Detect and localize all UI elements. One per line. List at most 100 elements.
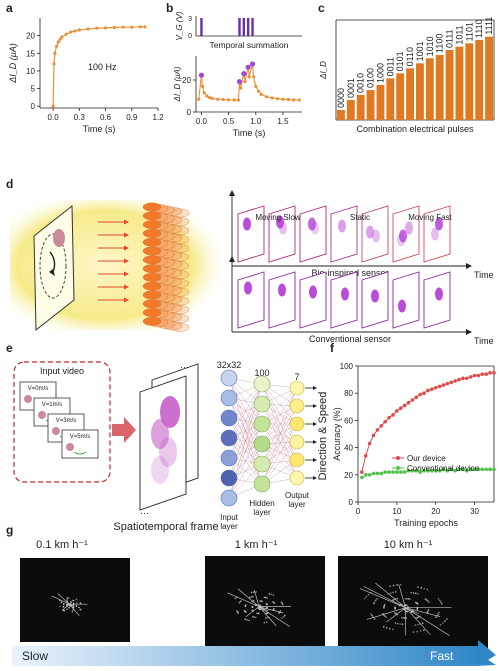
panel-g-event-pixel — [415, 602, 416, 603]
panel-e-output-neuron — [290, 435, 304, 449]
panel-f-data-point — [492, 371, 496, 375]
panel-g-event-pixel — [281, 601, 282, 602]
panel-f-data-point — [383, 470, 387, 474]
panel-c-bar-category-label: 1110 — [474, 19, 484, 38]
panel-f-data-point — [364, 473, 368, 477]
panel-f-data-point — [372, 434, 376, 438]
panel-f-legend-label: Our device — [407, 454, 446, 463]
panel-c-bar-category-label: 1100 — [435, 34, 445, 53]
panel-g-event-pixel — [76, 605, 77, 606]
panel-d-bio-object-blob — [372, 230, 380, 243]
panel-c-bar — [386, 78, 394, 120]
panel-g-event-pixel — [254, 616, 255, 617]
panel-d-bio-object-blob — [431, 228, 439, 241]
panel-d-sensor-pixel — [143, 229, 161, 237]
panel-d-conv-frame — [424, 272, 450, 328]
panel-e-input-neuron — [221, 390, 237, 406]
panel-a-data-point — [104, 26, 107, 29]
panel-d-bio-object-blob — [279, 222, 287, 235]
panel-f-ytick-label: 20 — [344, 471, 353, 480]
panel-d-conv-object-blob — [278, 284, 286, 297]
panel-g-event-pixel — [269, 593, 270, 594]
panel-a-data-point — [139, 25, 142, 28]
panel-f-data-point — [391, 470, 395, 474]
panel-f-legend-marker — [396, 456, 400, 460]
panel-g-event-pixel — [421, 587, 422, 588]
panel-g-event-pixel — [410, 592, 411, 593]
panel-a-data-point — [69, 31, 72, 34]
panel-d-conv-time-label: Time — [474, 336, 494, 346]
panel-g-event-pixel — [252, 596, 253, 597]
panel-e-hidden-size: 100 — [254, 368, 269, 378]
panel-g-event-pixel — [415, 624, 416, 625]
panel-g-event-pixel — [405, 598, 406, 599]
panel-g-event-pixel — [264, 622, 265, 623]
panel-f-xtick-label: 30 — [470, 507, 479, 516]
panel-g-event-pixel — [397, 623, 398, 624]
panel-b-top-ylabel: V_G (V) — [175, 11, 184, 40]
panel-c-bar-category-label: 0011 — [385, 57, 395, 76]
panel-g-event-pixel — [394, 608, 395, 609]
panel-g-event-pixel — [406, 598, 407, 599]
panel-e-spatiotemporal-blob — [151, 456, 169, 484]
panel-c-bar — [465, 43, 473, 120]
panel-g-event-pixel — [392, 599, 393, 600]
panel-g-event-pixel — [63, 606, 64, 607]
panel-c-bar-category-label: 1000 — [375, 63, 385, 83]
panel-g-event-pixel — [253, 591, 254, 592]
panel-b-data-point — [211, 97, 214, 100]
panel-d-conv-frame — [300, 272, 326, 328]
panel-c-bar-category-label: 0110 — [405, 47, 415, 66]
panel-b-data-point — [271, 96, 274, 99]
panel-f-ytick-label: 80 — [344, 389, 353, 398]
panel-b-data-point — [197, 98, 200, 101]
panel-g-event-pixel — [383, 607, 384, 608]
panel-g-event-pixel — [283, 616, 284, 617]
panel-letter-e: e — [6, 341, 13, 355]
panel-g-event-pixel — [238, 612, 239, 613]
panel-d-conv-object-blob — [435, 288, 443, 301]
panel-e-video-object — [38, 411, 46, 419]
panel-f-data-point — [422, 391, 426, 395]
panel-g-event-pixel — [255, 591, 256, 592]
panel-g-event-pixel — [245, 612, 246, 613]
panel-e-speed-label: V=0m/s — [28, 386, 49, 392]
panel-b-xtick-label: 1.5 — [277, 117, 289, 126]
panel-c-bar-category-label: 0010 — [356, 73, 366, 93]
panel-g-event-pixel — [252, 607, 253, 608]
panel-f-data-point — [492, 468, 496, 472]
panel-f-data-point — [403, 470, 407, 474]
panel-e-output-neuron — [290, 471, 304, 485]
panel-g-speed-label: 1 km h⁻¹ — [235, 539, 278, 551]
panel-c-bar-category-label: 1011 — [454, 25, 464, 44]
panel-b-data-point — [281, 98, 284, 101]
panel-b-top-ytick-label: 0 — [188, 33, 192, 40]
panel-f-data-point — [372, 472, 376, 476]
panel-g-event-pixel — [400, 584, 401, 585]
panel-f-data-point — [399, 470, 403, 474]
panel-g-event-pixel — [396, 584, 397, 585]
panel-b-data-point — [292, 98, 295, 101]
panel-a-data-point — [86, 27, 89, 30]
panel-a-ylabel: ΔI_D (μA) — [8, 43, 18, 83]
panel-d-sensor-pixel — [143, 282, 161, 290]
panel-d-sensor-pixel — [143, 264, 161, 272]
panel-g-event-pixel — [420, 630, 421, 631]
panel-e-output-neuron — [290, 417, 304, 431]
panel-g-event-pixel — [417, 586, 418, 587]
panel-g-event-pixel — [416, 631, 417, 632]
panel-c-bar — [406, 68, 414, 120]
panel-c-bar — [396, 73, 404, 120]
panel-d-bio-object-blob — [405, 222, 413, 235]
panel-g-event-pixel — [409, 598, 410, 599]
panel-e-hidden-layer-label: Hidden — [249, 499, 274, 508]
panel-b-ytick-label: 0 — [187, 108, 192, 117]
panel-f-data-point — [380, 424, 384, 428]
panel-g-event-pixel — [281, 617, 282, 618]
panel-e-input-neuron — [221, 450, 237, 466]
panel-e-input-layer-label: Input — [220, 513, 239, 522]
panel-g-event-pixel — [425, 598, 426, 599]
panel-b-data-point — [232, 98, 235, 101]
panel-d-moving-fast-label: Moving Fast — [408, 213, 452, 222]
panel-b-annotation: Temporal summation — [210, 40, 289, 50]
